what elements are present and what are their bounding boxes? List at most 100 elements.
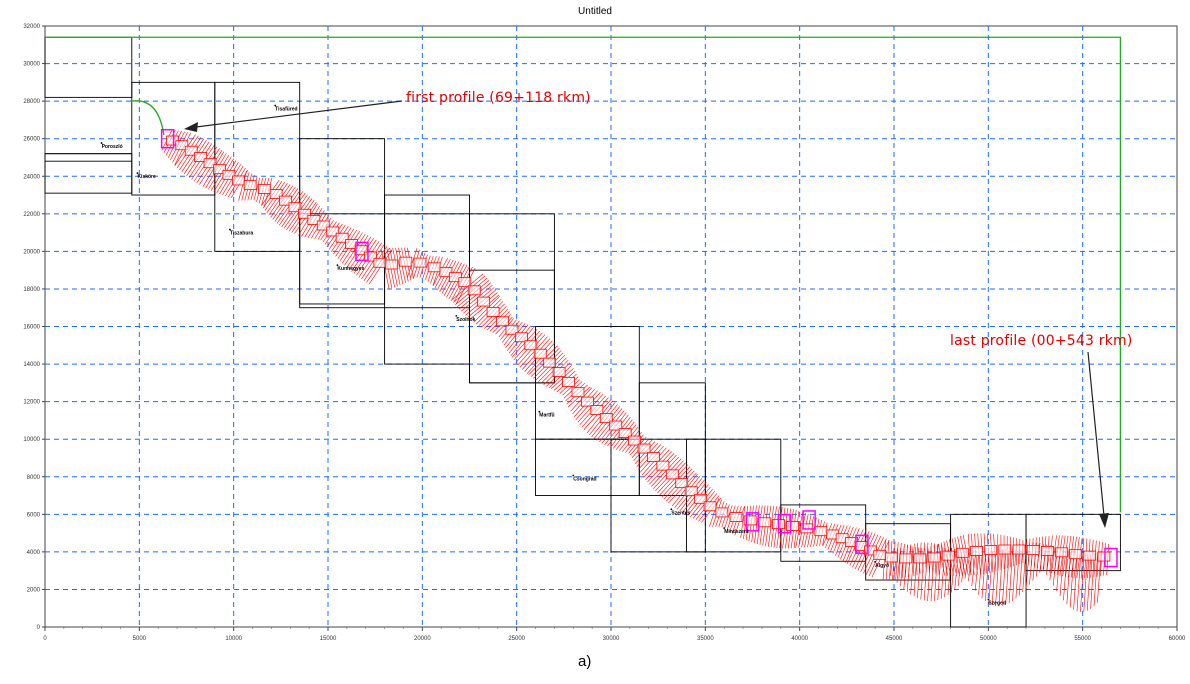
y-tick-label: 2000 [27, 587, 41, 593]
profile-label-box [743, 515, 757, 526]
cross-section-profile [740, 506, 746, 538]
first-profile-arrow [195, 100, 403, 128]
cross-section-profile [407, 248, 418, 278]
profile-label-box [231, 175, 245, 186]
profile-label-box [562, 376, 575, 387]
cross-section-profile [1093, 552, 1099, 607]
profile-label-box [243, 180, 257, 191]
profile-label-box [222, 169, 236, 180]
profile-label-box [729, 512, 743, 522]
cross-section-profile [1073, 553, 1078, 610]
profile-label-box [298, 208, 311, 219]
place-marker [670, 508, 673, 511]
place-marker [136, 172, 139, 175]
place-label: Tisafüred [275, 107, 297, 113]
profile-label-box [970, 546, 983, 556]
profile-label-box [533, 348, 547, 359]
cross-section-profile [253, 177, 261, 201]
profile-label-box [715, 507, 729, 518]
x-tick-label: 55000 [1074, 636, 1091, 642]
profile-label-box [581, 396, 594, 407]
place-label: Tiszabura [230, 230, 253, 236]
cross-section-profile [937, 544, 942, 601]
profile-label-box [279, 195, 292, 206]
place-marker [723, 527, 726, 529]
y-tick-label: 26000 [23, 137, 40, 143]
y-tick-label: 18000 [23, 287, 40, 293]
cross-section-profile [882, 539, 887, 581]
map-tile-outline [535, 438, 640, 496]
place-label: Szentes [671, 510, 690, 516]
profile-label-box [885, 552, 899, 563]
highlighted-profile-box [777, 513, 792, 534]
profile-label-box [514, 332, 528, 343]
y-tick-label: 12000 [23, 400, 40, 406]
cross-section-profile [191, 144, 215, 180]
cross-section-profile [971, 553, 976, 587]
place-marker [987, 598, 990, 601]
profile-label-box [665, 469, 679, 480]
cross-section-profile [459, 282, 491, 310]
highlighted-profile-box [745, 512, 760, 532]
cross-section-profile [768, 505, 775, 547]
profile-label-box [486, 307, 500, 317]
profile-label-box [703, 501, 717, 512]
cross-section-profile [978, 553, 983, 595]
cross-section-profile [1066, 551, 1071, 605]
profile-label-box [448, 272, 462, 283]
cross-section-profile [643, 449, 670, 478]
cross-section-profile [1080, 553, 1085, 612]
profile-label-box [477, 296, 491, 307]
place-label: Mindszent [724, 529, 749, 535]
profile-label-box [786, 521, 799, 531]
profile-label-box [609, 420, 623, 431]
profile-label-box [637, 443, 651, 454]
profile-label-box [998, 544, 1012, 555]
cross-section-profile [659, 464, 689, 496]
profile-label-box [899, 553, 913, 564]
profile-label-box [467, 285, 481, 296]
profile-label-box [307, 214, 321, 225]
profile-label-box [1026, 545, 1040, 555]
cross-section-profile [927, 542, 932, 602]
place-marker [274, 104, 277, 107]
y-tick-label: 10000 [23, 437, 40, 443]
plot-area: Tisafüred Poroszló Kisköre Tiszabura Kunhegy… [23, 24, 1186, 642]
last-profile-arrow [1087, 351, 1105, 517]
cross-section-profile [1080, 538, 1085, 579]
x-tick-label: 35000 [697, 636, 714, 642]
y-tick-label: 0 [37, 625, 41, 631]
profile-label-box [927, 552, 941, 563]
profile-label-box [385, 259, 399, 270]
profile-label-box [458, 277, 472, 288]
highlighted-profile-box [855, 534, 869, 555]
highlighted-profile-box [160, 128, 175, 149]
profile-label-box [316, 220, 330, 231]
place-label: Szolnok [456, 317, 475, 323]
profile-label-box [184, 145, 198, 156]
place-label: Kisköre [137, 174, 156, 180]
cross-section-profile [1005, 546, 1010, 605]
cross-section-profile [1083, 553, 1088, 612]
cross-section-profile [1086, 553, 1092, 611]
profile-label-box [257, 183, 271, 194]
cross-section-profile [562, 379, 580, 396]
profile-label-box [269, 189, 283, 199]
y-tick-labels: 0 2000 4000 6000 8000 10000 12000 14000 16000 180… [23, 24, 45, 631]
cross-section-profile [238, 170, 247, 201]
cross-section-profile [1065, 535, 1072, 577]
y-tick-label: 32000 [23, 24, 40, 30]
y-tick-label: 30000 [23, 62, 40, 68]
profile-label-box [496, 316, 509, 327]
x-tick-label: 40000 [791, 636, 808, 642]
highlighted-profile-box [355, 241, 369, 262]
profile-label-box [543, 357, 557, 368]
place-label: Algyő [875, 563, 889, 569]
cross-section-profile [981, 553, 986, 599]
cross-section-profile [1069, 552, 1075, 608]
cross-section-profile [538, 355, 566, 383]
profile-label-box [656, 460, 670, 471]
place-marker [336, 264, 339, 267]
profile-label-box [814, 526, 828, 537]
cross-section-profile [1059, 549, 1065, 596]
